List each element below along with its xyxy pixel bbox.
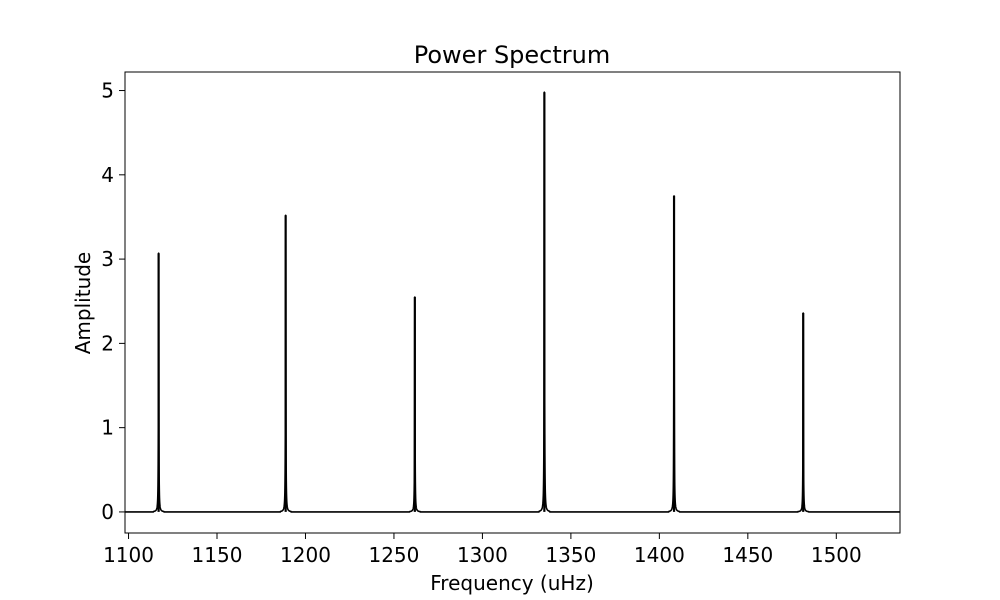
spectrum-line	[124, 91, 901, 513]
y-tick-label: 3	[101, 247, 114, 271]
plot-area	[124, 71, 901, 534]
x-tick-label: 1400	[634, 543, 685, 567]
x-tick-label: 1150	[192, 543, 243, 567]
y-tick-label: 0	[101, 500, 114, 524]
x-axis: 1100 1150 1200 1250 1300 1350 1400 1450 1500	[103, 533, 862, 567]
x-tick-label: 1300	[457, 543, 508, 567]
x-tick-label: 1450	[722, 543, 773, 567]
plot-frame	[124, 71, 901, 534]
x-tick-label: 1500	[811, 543, 862, 567]
x-tick-label: 1100	[103, 543, 154, 567]
x-tick-label: 1200	[280, 543, 331, 567]
y-axis-label: Amplitude	[71, 252, 95, 355]
x-tick-label: 1250	[368, 543, 419, 567]
x-axis-label: Frequency (uHz)	[430, 571, 594, 595]
y-tick-label: 5	[101, 79, 114, 103]
y-axis: 0 1 2 3 4 5	[101, 79, 125, 524]
spectrum-series	[124, 91, 901, 513]
x-tick-label: 1350	[545, 543, 596, 567]
y-tick-label: 2	[101, 331, 114, 355]
chart-title: Power Spectrum	[414, 41, 611, 69]
y-tick-label: 1	[101, 416, 114, 440]
y-tick-label: 4	[101, 163, 114, 187]
